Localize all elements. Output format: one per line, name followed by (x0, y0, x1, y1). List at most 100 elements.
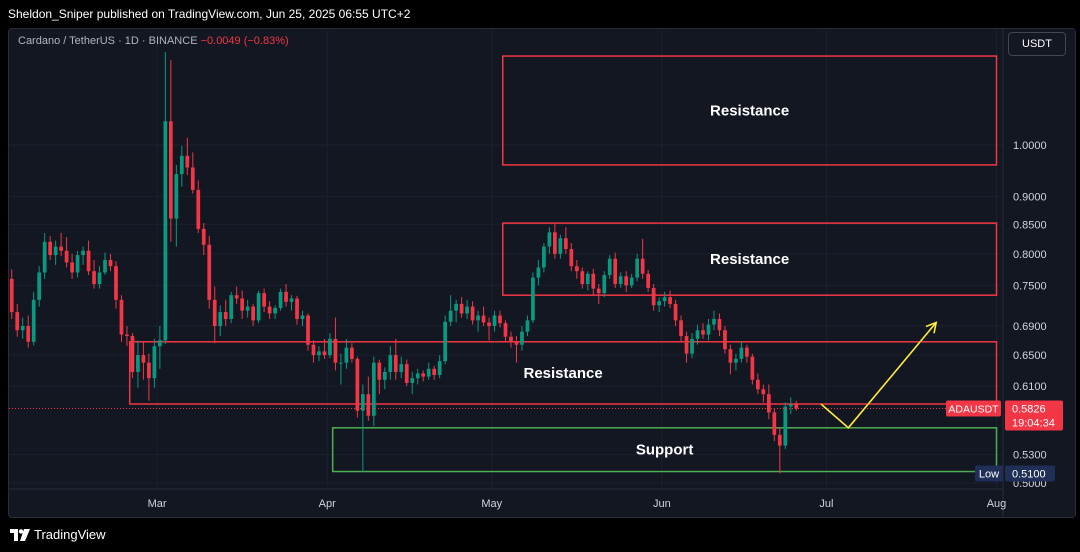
candle-body (311, 344, 316, 356)
candle (322, 338, 327, 359)
candle (635, 253, 640, 282)
candle-body (366, 394, 371, 416)
candle-body (393, 355, 398, 372)
projection-arrow[interactable] (820, 321, 937, 429)
candle-body (382, 371, 387, 380)
candle (273, 305, 277, 319)
candle-body (465, 306, 469, 314)
candle (536, 259, 541, 286)
candle-body (207, 244, 212, 300)
candle-body (404, 364, 409, 383)
candle (640, 238, 645, 279)
grid-lines (9, 30, 1002, 488)
tradingview-logo[interactable]: TradingView (10, 527, 106, 543)
resistance-zone-1[interactable] (502, 222, 998, 296)
candle-body (415, 373, 420, 379)
candle (59, 232, 63, 257)
candle-body (201, 228, 206, 245)
candle-body (97, 272, 102, 285)
candle (256, 290, 261, 324)
candle (350, 343, 354, 363)
support-zone-3[interactable] (331, 427, 998, 473)
candle (9, 269, 14, 319)
candle-body (783, 406, 788, 446)
candle-body (147, 362, 151, 379)
candle (492, 310, 497, 332)
candle-body (218, 312, 223, 326)
candle (684, 331, 689, 363)
candle-body (596, 288, 601, 294)
candle-body (141, 355, 146, 363)
candle (734, 353, 738, 371)
candle-body (360, 394, 365, 411)
candle (393, 338, 398, 380)
candle-body (525, 320, 530, 332)
candle-body (136, 355, 140, 372)
resistance-zone-2[interactable] (128, 341, 998, 405)
candle-body (42, 241, 47, 273)
candle (86, 240, 91, 276)
candle-body (421, 373, 426, 377)
candle (355, 356, 360, 418)
currency-button[interactable]: USDT (1008, 32, 1066, 56)
candle (498, 310, 502, 328)
candle-body (794, 404, 799, 409)
candle (371, 356, 376, 427)
candle-body (350, 347, 354, 359)
candle (755, 373, 760, 395)
candle (136, 340, 140, 388)
candle-body (492, 315, 497, 326)
candle (278, 288, 283, 311)
candle (618, 272, 623, 288)
last-price-value: 0.5826 (1012, 404, 1046, 416)
candle-body (755, 379, 760, 390)
candle-body (174, 174, 179, 219)
candle-body (761, 389, 766, 395)
candle-body (772, 412, 777, 435)
candle-body (81, 250, 85, 256)
candle (547, 227, 552, 254)
candle (602, 271, 607, 298)
candle (190, 152, 195, 194)
candle (794, 400, 799, 411)
candle-body (514, 341, 519, 345)
candle (64, 237, 69, 268)
candle (448, 295, 453, 326)
candle-body (322, 351, 327, 356)
projection-arrow-head (925, 321, 938, 334)
candle (366, 376, 371, 421)
candle-body (70, 262, 74, 273)
candle-body (278, 291, 283, 308)
candle-body (245, 306, 250, 311)
candle-body (229, 295, 234, 319)
candle (267, 301, 272, 319)
candle-body (443, 321, 448, 362)
candle-body (607, 258, 612, 276)
candle-body (163, 121, 168, 341)
candle (174, 164, 179, 247)
candle-body (701, 330, 705, 335)
resistance-zone-0[interactable] (502, 55, 998, 166)
candle-body (130, 335, 135, 372)
candle (158, 325, 162, 369)
candle-body (158, 340, 162, 347)
footer-bar (0, 518, 1080, 552)
candle (410, 371, 415, 395)
candle-body (15, 312, 20, 331)
candle-body (657, 301, 661, 306)
candle (130, 333, 135, 379)
candle (629, 273, 634, 288)
tradingview-logo-text: TradingView (34, 527, 106, 542)
candle-body (59, 246, 63, 251)
candle (114, 261, 118, 309)
candle-body (673, 303, 678, 321)
candle-body (618, 276, 623, 285)
candle-body (92, 271, 96, 285)
axes-layer: 1.0000 0.9000 0.8500 0.8000 0.7500 0.6900 0.65… (9, 29, 1075, 517)
chart-frame (8, 28, 1076, 518)
price-axis (1003, 29, 1075, 517)
candle (531, 272, 535, 324)
candle-body (613, 258, 618, 285)
candle (651, 284, 656, 311)
